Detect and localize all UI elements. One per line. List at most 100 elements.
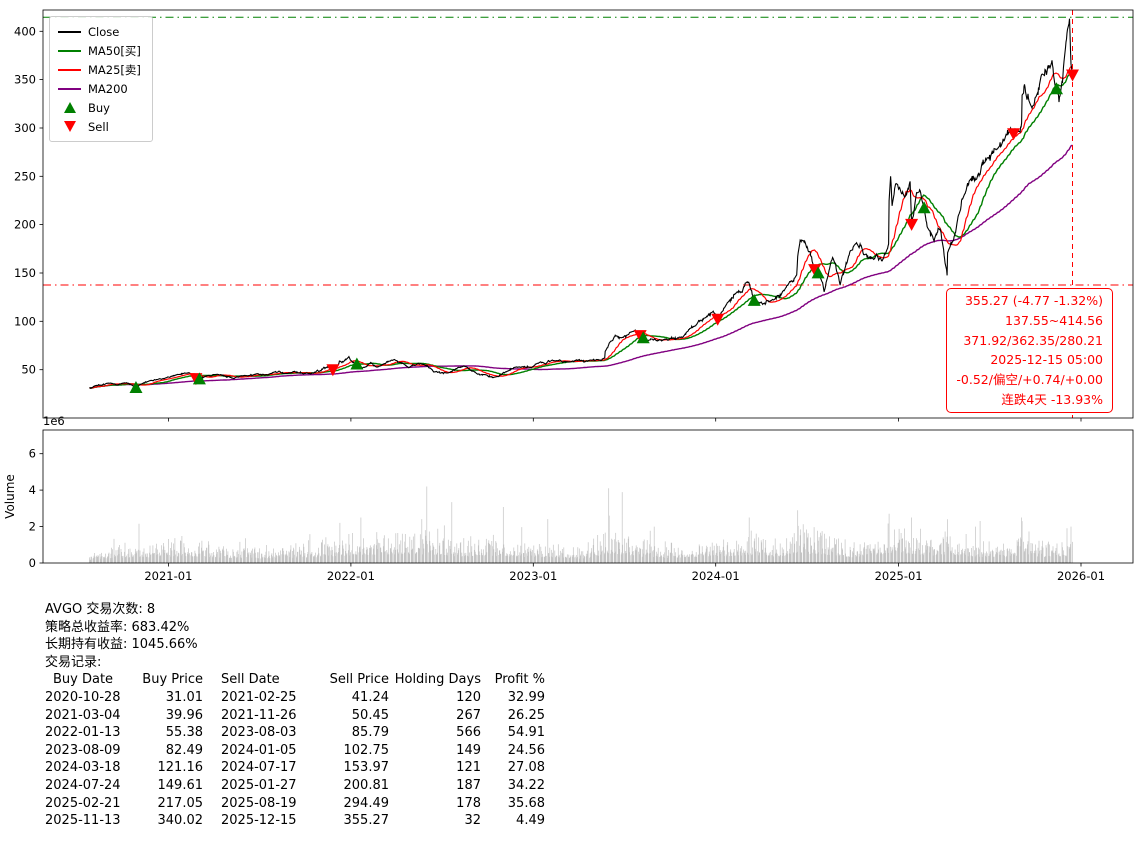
trade-cell: 355.27 — [343, 813, 390, 829]
trade-cell: 24.56 — [507, 742, 545, 758]
trade-cell: 120 — [456, 689, 481, 705]
trade-cell: 121.16 — [157, 760, 204, 776]
trades-rows: 2020-10-28 31.01 2021-02-25 41.24 120 32.99 20… — [45, 689, 545, 830]
trade-row: 2024-07-24 149.61 2025-01-27 200.81 187 34.22 — [45, 777, 545, 795]
trade-cell: 54.91 — [507, 725, 545, 741]
close-line-swatch — [58, 30, 81, 33]
trades-header-cell: Buy Price — [142, 672, 203, 688]
legend-item: MA25[卖] — [58, 60, 141, 79]
trade-cell: 4.49 — [516, 813, 545, 829]
trade-cell: 2025-02-21 — [45, 795, 121, 811]
trade-cell: 26.25 — [507, 707, 545, 723]
svg-text:150: 150 — [14, 266, 36, 280]
trade-cell: 2023-08-09 — [45, 742, 121, 758]
trade-cell: 32.99 — [507, 689, 545, 705]
trade-row: 2024-03-18 121.16 2024-07-17 153.97 121 27.08 — [45, 759, 545, 777]
svg-text:2024-01: 2024-01 — [692, 569, 740, 583]
trade-cell: 35.68 — [507, 795, 545, 811]
svg-text:50: 50 — [21, 363, 36, 377]
price-volume-chart-canvas: 50 100 150 200 250 300 350 400 0 2 4 6 2021-01 2022-0… — [3, 9, 1134, 583]
trade-cell: 217.05 — [157, 795, 204, 811]
strategy-summary: AVGO 交易次数: 8 策略总收益率: 683.42% 长期持有收益: 104… — [45, 601, 545, 830]
trade-cell: 187 — [456, 777, 481, 793]
trade-cell: 82.49 — [165, 742, 203, 758]
trade-cell: 34.22 — [507, 777, 545, 793]
trades-header-cell: Sell Price — [329, 672, 389, 688]
trades-header-cell: Buy Date — [53, 672, 114, 688]
legend-label: MA50[买] — [88, 43, 141, 58]
svg-text:350: 350 — [14, 73, 36, 87]
trades-header-cell: Sell Date — [221, 672, 280, 688]
ma200-line-swatch — [58, 87, 81, 90]
annotation-line: 连跌4天 -13.93% — [1001, 391, 1103, 407]
trade-row: 2023-08-09 82.49 2024-01-05 102.75 149 24.56 — [45, 742, 545, 760]
svg-text:300: 300 — [14, 121, 36, 135]
sell-marker-icon — [63, 121, 76, 132]
trade-cell: 2025-11-13 — [45, 813, 121, 829]
svg-text:4: 4 — [29, 483, 36, 497]
trade-cell: 2021-11-26 — [221, 707, 297, 723]
annotation-line: 371.92/362.35/280.21 — [963, 332, 1103, 348]
svg-text:100: 100 — [14, 314, 36, 328]
trade-cell: 2024-03-18 — [45, 760, 121, 776]
svg-text:2021-01: 2021-01 — [144, 569, 192, 583]
trade-cell: 178 — [456, 795, 481, 811]
legend-item: MA200 — [58, 79, 141, 98]
price-annotation: 355.27 (-4.77 -1.32%) 137.55~414.56 371.… — [946, 288, 1113, 413]
trade-cell: 2024-07-17 — [221, 760, 297, 776]
trade-cell: 32 — [464, 813, 481, 829]
legend-item: Close — [58, 22, 141, 41]
legend-label: Buy — [88, 100, 110, 115]
trade-cell: 566 — [456, 725, 481, 741]
annotation-line: 137.55~414.56 — [1005, 312, 1103, 328]
trade-cell: 2025-08-19 — [221, 795, 297, 811]
trade-cell: 39.96 — [165, 707, 203, 723]
trade-row: 2025-11-13 340.02 2025-12-15 355.27 32 4.49 — [45, 812, 545, 830]
svg-text:2023-01: 2023-01 — [509, 569, 557, 583]
trade-cell: 267 — [456, 707, 481, 723]
legend-item: Sell — [58, 117, 141, 136]
annotation-line: -0.52/偏空/+0.74/+0.00 — [956, 372, 1103, 388]
svg-text:2026-01: 2026-01 — [1057, 569, 1105, 583]
svg-text:200: 200 — [14, 218, 36, 232]
trades-header: Buy Date Buy Price Sell Date Sell Price Hold… — [45, 671, 545, 689]
svg-text:6: 6 — [29, 447, 36, 461]
trade-cell: 2023-08-03 — [221, 725, 297, 741]
trade-cell: 85.79 — [351, 725, 389, 741]
ma25-line-swatch — [58, 68, 81, 71]
trade-cell: 31.01 — [165, 689, 203, 705]
summary-line-strategy-return: 策略总收益率: 683.42% — [45, 619, 190, 635]
legend-label: Close — [88, 24, 120, 39]
trade-cell: 2020-10-28 — [45, 689, 121, 705]
trade-cell: 149.61 — [157, 777, 204, 793]
trade-row: 2020-10-28 31.01 2021-02-25 41.24 120 32.99 — [45, 689, 545, 707]
trade-cell: 121 — [456, 760, 481, 776]
summary-line-trade-count: AVGO 交易次数: 8 — [45, 602, 156, 617]
trade-row: 2021-03-04 39.96 2021-11-26 50.45 267 26.25 — [45, 707, 545, 725]
trade-cell: 2021-02-25 — [221, 689, 297, 705]
trade-cell: 340.02 — [157, 813, 204, 829]
trade-cell: 41.24 — [351, 689, 389, 705]
svg-text:0: 0 — [29, 556, 36, 570]
legend-item: MA50[买] — [58, 41, 141, 60]
svg-text:250: 250 — [14, 169, 36, 183]
buy-marker-icon — [63, 102, 76, 113]
trade-cell: 294.49 — [343, 795, 390, 811]
trade-cell: 2025-12-15 — [221, 813, 297, 829]
svg-text:Volume: Volume — [3, 474, 17, 519]
summary-lines: AVGO 交易次数: 8 策略总收益率: 683.42% 长期持有收益: 104… — [45, 601, 545, 671]
svg-text:2: 2 — [29, 520, 36, 534]
legend-label: Sell — [88, 119, 109, 134]
trade-cell: 2022-01-13 — [45, 725, 121, 741]
ma50-line-swatch — [58, 49, 81, 52]
svg-text:2022-01: 2022-01 — [327, 569, 375, 583]
trade-cell: 102.75 — [343, 742, 390, 758]
svg-text:1e6: 1e6 — [43, 414, 65, 428]
chart-legend: Close MA50[买] MA25[卖] MA200 Buy Sell — [49, 16, 153, 142]
trade-cell: 2024-07-24 — [45, 777, 121, 793]
summary-line-trade-log-title: 交易记录: — [45, 654, 102, 670]
trades-table: Buy Date Buy Price Sell Date Sell Price Hold… — [45, 671, 545, 829]
trade-cell: 149 — [456, 742, 481, 758]
trade-cell: 27.08 — [507, 760, 545, 776]
